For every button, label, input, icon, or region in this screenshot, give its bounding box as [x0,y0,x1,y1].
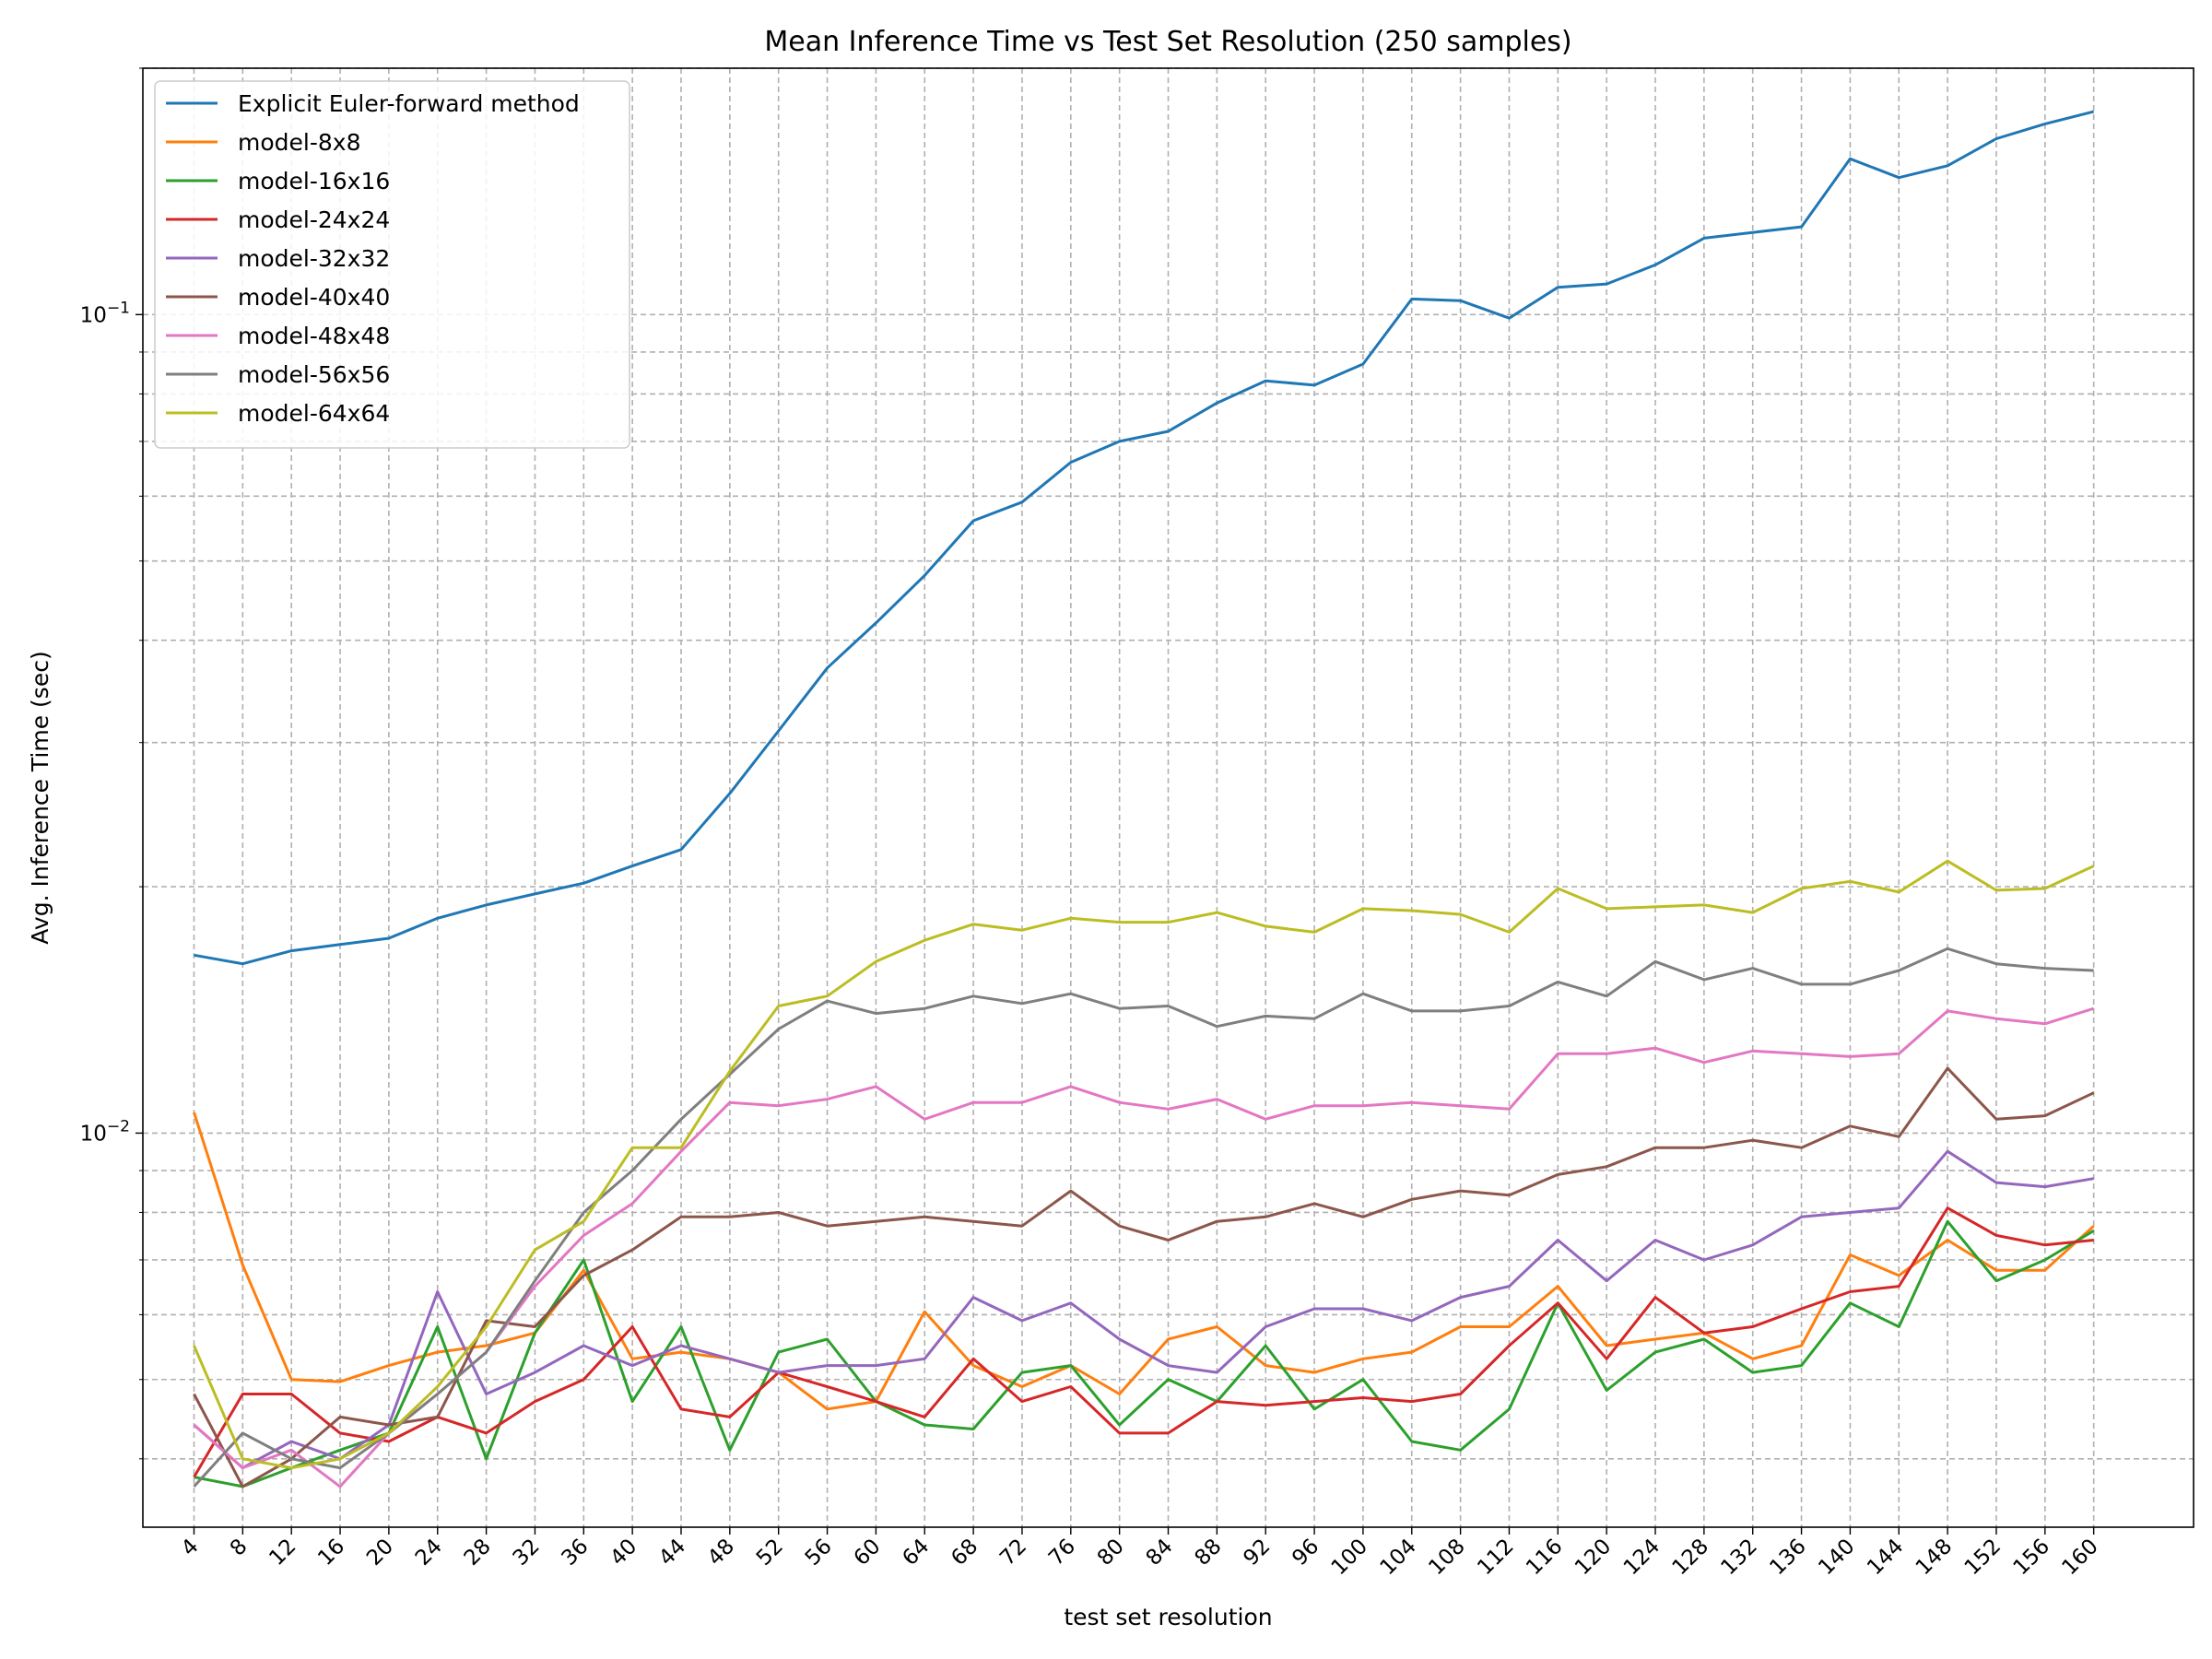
series-line-3 [193,1206,2094,1478]
legend: Explicit Euler-forward method model-8x8 mo… [154,80,630,449]
series-line-8 [193,859,2095,1470]
y-tick-label: 10−1 [80,299,130,327]
series-line-5 [193,1066,2095,1488]
series-line-2 [194,1219,2095,1488]
legend-label: model-48x48 [238,323,390,349]
legend-label: model-8x8 [238,129,360,156]
legend-box [154,80,630,449]
series-line-0 [194,110,2095,966]
legend-label: model-24x24 [238,206,390,233]
series-line-1 [193,1112,2095,1411]
series-line-4 [193,1149,2094,1470]
legend-label: model-32x32 [238,245,390,272]
y-axis-label: Avg. Inference Time (sec) [27,651,53,944]
legend-label: Explicit Euler-forward method [238,90,580,117]
series-line-7 [193,947,2094,1488]
series-line-6 [193,1006,2095,1488]
legend-label: model-56x56 [238,361,390,388]
x-axis-label: test set resolution [1064,1604,1272,1630]
y-axis: 10−2 10−1 [80,67,143,1460]
legend-label: model-16x16 [238,168,390,194]
legend-label: model-40x40 [238,284,390,311]
legend-label: model-64x64 [238,400,390,427]
plot-lines [193,110,2095,1488]
y-tick-label: 10−2 [80,1117,130,1146]
chart-title: Mean Inference Time vs Test Set Resoluti… [764,26,1571,58]
